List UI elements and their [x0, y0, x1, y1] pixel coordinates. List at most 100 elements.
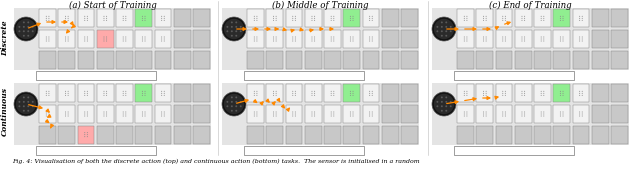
- Circle shape: [46, 20, 47, 21]
- Bar: [266, 9, 284, 28]
- Circle shape: [87, 95, 88, 96]
- Circle shape: [123, 18, 124, 19]
- Bar: [457, 50, 474, 69]
- Bar: [58, 30, 76, 48]
- Circle shape: [333, 40, 334, 41]
- Bar: [534, 84, 551, 103]
- Bar: [454, 146, 574, 155]
- Circle shape: [331, 20, 332, 21]
- Circle shape: [123, 40, 124, 41]
- Circle shape: [483, 115, 484, 116]
- Circle shape: [28, 101, 29, 103]
- Circle shape: [333, 112, 334, 113]
- Circle shape: [314, 18, 315, 19]
- Bar: [285, 125, 303, 144]
- Circle shape: [161, 112, 162, 113]
- Circle shape: [254, 95, 255, 96]
- Bar: [381, 30, 399, 48]
- Circle shape: [579, 37, 580, 38]
- Circle shape: [445, 21, 447, 23]
- Circle shape: [579, 93, 580, 94]
- Bar: [97, 105, 114, 123]
- Circle shape: [23, 21, 25, 23]
- Bar: [266, 30, 284, 48]
- Circle shape: [314, 112, 315, 113]
- Circle shape: [333, 38, 334, 39]
- Bar: [457, 105, 474, 123]
- Bar: [457, 84, 474, 103]
- Bar: [573, 125, 589, 144]
- Circle shape: [65, 95, 66, 96]
- Circle shape: [254, 18, 255, 19]
- Circle shape: [106, 115, 107, 116]
- Bar: [305, 9, 322, 28]
- Bar: [432, 8, 629, 70]
- Text: (b) Middle of Training: (b) Middle of Training: [272, 1, 369, 10]
- Bar: [515, 50, 532, 69]
- Bar: [611, 125, 628, 144]
- Circle shape: [106, 38, 107, 39]
- Bar: [592, 105, 609, 123]
- Circle shape: [441, 35, 443, 37]
- Circle shape: [563, 93, 564, 94]
- Circle shape: [123, 115, 124, 116]
- Circle shape: [231, 30, 233, 32]
- Bar: [173, 105, 191, 123]
- Bar: [135, 125, 152, 144]
- Circle shape: [106, 40, 107, 41]
- Circle shape: [23, 26, 25, 28]
- Circle shape: [441, 101, 443, 103]
- Bar: [193, 9, 210, 28]
- Circle shape: [161, 37, 162, 38]
- Circle shape: [161, 38, 162, 39]
- Circle shape: [543, 93, 544, 94]
- Circle shape: [231, 26, 233, 28]
- Circle shape: [369, 18, 370, 19]
- Circle shape: [369, 16, 370, 17]
- Circle shape: [560, 37, 561, 38]
- Bar: [495, 84, 513, 103]
- Circle shape: [582, 37, 583, 38]
- Circle shape: [32, 105, 34, 107]
- Circle shape: [65, 20, 66, 21]
- Bar: [495, 50, 513, 69]
- Circle shape: [161, 93, 162, 94]
- Circle shape: [65, 37, 66, 38]
- Circle shape: [579, 112, 580, 113]
- Bar: [401, 50, 418, 69]
- Bar: [135, 84, 152, 103]
- Bar: [247, 30, 264, 48]
- Circle shape: [16, 19, 36, 39]
- Circle shape: [65, 91, 66, 92]
- Bar: [173, 125, 191, 144]
- Bar: [592, 30, 609, 48]
- Bar: [285, 84, 303, 103]
- Bar: [266, 84, 284, 103]
- Bar: [476, 9, 493, 28]
- Circle shape: [579, 95, 580, 96]
- Bar: [324, 125, 341, 144]
- Circle shape: [46, 91, 47, 92]
- Circle shape: [32, 101, 34, 103]
- Bar: [173, 9, 191, 28]
- Circle shape: [524, 114, 525, 115]
- Bar: [247, 84, 264, 103]
- Circle shape: [582, 20, 583, 21]
- Circle shape: [142, 112, 143, 113]
- Circle shape: [65, 93, 66, 94]
- Circle shape: [87, 132, 88, 133]
- Bar: [343, 50, 360, 69]
- Circle shape: [369, 93, 370, 94]
- Bar: [77, 84, 95, 103]
- Circle shape: [560, 18, 561, 19]
- Circle shape: [543, 112, 544, 113]
- Circle shape: [464, 20, 465, 21]
- Circle shape: [543, 38, 544, 39]
- Circle shape: [227, 101, 228, 103]
- Circle shape: [161, 91, 162, 92]
- Circle shape: [292, 91, 293, 92]
- Bar: [39, 125, 56, 144]
- Circle shape: [579, 40, 580, 41]
- Circle shape: [445, 26, 447, 28]
- Circle shape: [563, 16, 564, 17]
